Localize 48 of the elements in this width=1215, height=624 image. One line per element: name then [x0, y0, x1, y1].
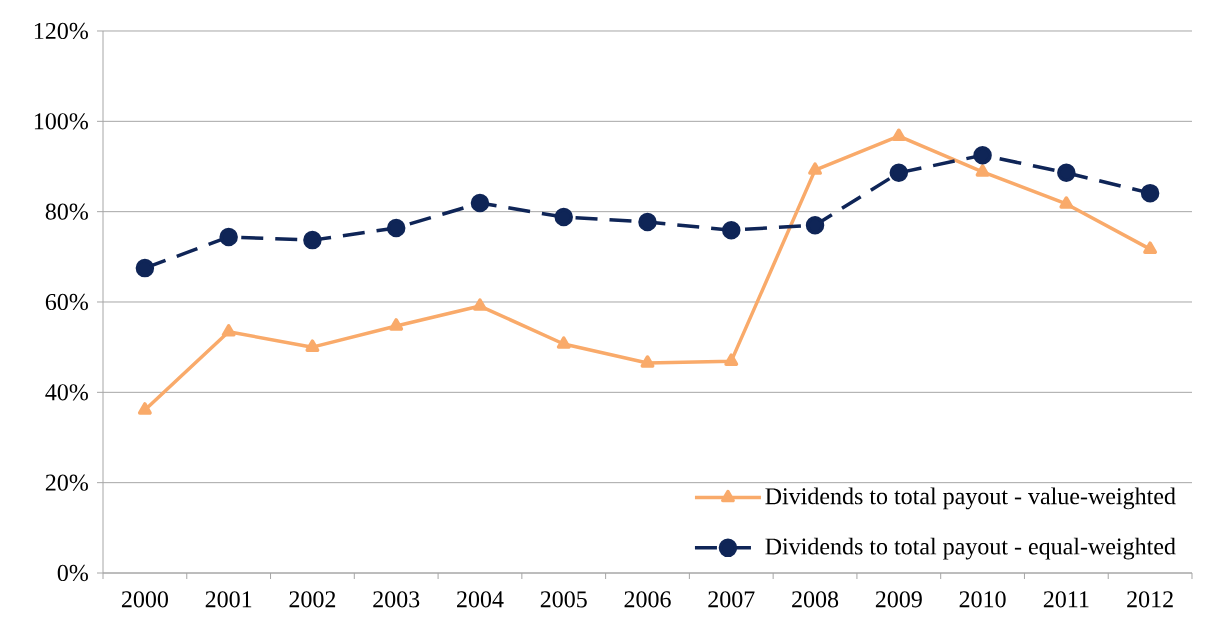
x-tick-label: 2007 [708, 591, 755, 608]
y-tick-label: 60% [45, 293, 88, 311]
point [640, 355, 655, 368]
point [722, 220, 741, 240]
y-tick-label: 0% [57, 564, 88, 582]
point [808, 162, 822, 175]
x-tick-label: 2002 [289, 591, 336, 608]
point [1143, 241, 1158, 254]
point [219, 227, 238, 247]
point [724, 353, 739, 366]
x-tick-label: 2009 [875, 591, 922, 608]
x-tick-label: 2011 [1043, 591, 1089, 608]
x-tick-label: 2001 [205, 591, 252, 608]
y-tick-label: 80% [45, 203, 88, 220]
x-tick-label: 2006 [624, 591, 671, 608]
legend-label: Dividends to total payout - value-weighted [765, 487, 1176, 510]
point [386, 218, 406, 238]
x-tick-label: 2000 [121, 591, 168, 608]
x-tick-label: 2010 [959, 591, 1006, 608]
x-tick-label: 2003 [373, 591, 420, 608]
y-tick-label: 120% [34, 22, 88, 40]
point [221, 324, 236, 337]
point [305, 339, 320, 352]
point [554, 207, 573, 227]
point [556, 336, 571, 349]
x-tick-label: 2012 [1127, 591, 1173, 608]
point [975, 164, 990, 177]
legend-label: Dividends to total payout - equal-weighted [765, 537, 1176, 560]
point [638, 212, 657, 232]
x-tick-label: 2004 [457, 591, 504, 608]
point [135, 258, 155, 278]
point [805, 215, 825, 235]
point [303, 230, 322, 250]
point [1059, 196, 1074, 209]
point [473, 298, 487, 311]
point [973, 145, 992, 165]
y-tick-label: 40% [45, 384, 88, 401]
point [1057, 163, 1076, 183]
y-tick-label: 100% [34, 113, 88, 130]
point [137, 402, 152, 415]
x-tick-label: 2005 [540, 591, 587, 608]
y-tick-label: 20% [45, 474, 88, 491]
point [470, 193, 490, 213]
point [389, 318, 404, 331]
point [1140, 183, 1160, 203]
x-tick-label: 2008 [792, 591, 839, 608]
point [889, 163, 909, 183]
point [891, 128, 906, 141]
